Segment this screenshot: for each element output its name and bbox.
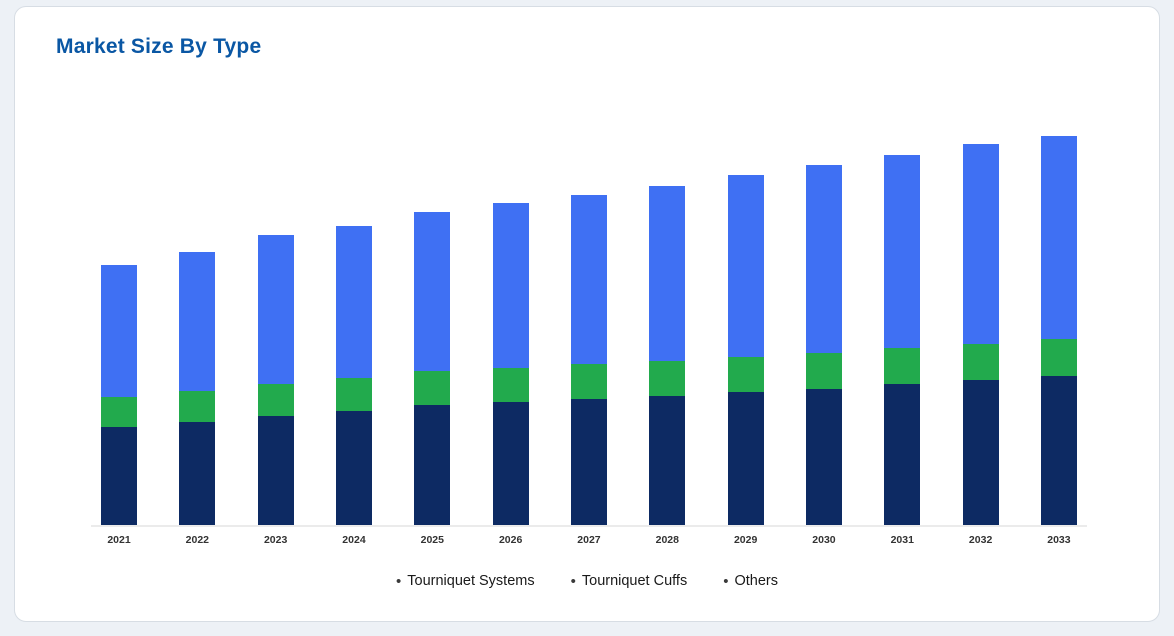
bar-segment-others [805,165,842,353]
bar-segment-others [179,252,216,391]
bar-segment-others [570,195,607,364]
bar-column-2027 [561,136,617,525]
bar-segment-tourniquet-systems [414,405,451,525]
bar-segment-tourniquet-systems [179,422,216,525]
bar-segment-tourniquet-cuffs [101,397,137,427]
bar-column-2028 [639,136,695,525]
bar-segment-others [649,186,686,361]
bar-segment-tourniquet-cuffs [492,368,529,402]
bar-segment-tourniquet-systems [1040,375,1077,525]
bar-segment-tourniquet-systems [570,399,607,525]
bar-segment-tourniquet-systems [962,380,999,525]
chart-title: Market Size By Type [56,35,262,58]
bar-column-2030 [796,136,852,525]
x-axis-tick-label: 2025 [420,534,444,546]
bar-column-2024 [326,136,382,525]
x-axis-tick-label: 2030 [812,534,836,546]
x-axis-tick-label: 2029 [733,534,758,546]
bar-column-2022 [169,136,225,525]
x-axis-labels: 2021 2022 2023 2024 2025 2026 2027 2028 2029 2030… [91,527,1087,546]
bar-segment-tourniquet-systems [805,389,842,525]
x-axis-tick-label: 2022 [185,534,209,546]
bar-segment-tourniquet-cuffs [884,348,921,384]
bar-segment-tourniquet-cuffs [649,361,686,396]
x-axis-tick-label: 2024 [342,534,366,546]
x-axis-tick-label: 2032 [968,534,993,546]
legend-label: Tourniquet Systems [407,573,535,589]
bar-segment-others [414,212,451,371]
bar-segment-others [335,226,372,378]
legend-item-tourniquet-systems[interactable]: • Tourniquet Systems [396,573,535,589]
x-axis-tick-label: 2027 [577,534,601,546]
chart-card: Market Size By Type 2021 2022 2023 2024 2025… [14,6,1160,622]
bar-segment-tourniquet-systems [492,402,529,525]
bar-segment-tourniquet-cuffs [414,371,451,405]
x-axis-tick-label: 2028 [655,534,679,546]
bar-segment-tourniquet-cuffs [257,384,294,416]
legend-marker-icon: • [570,572,576,590]
legend-item-tourniquet-cuffs[interactable]: • Tourniquet Cuffs [571,573,688,589]
bar-segment-tourniquet-cuffs [805,353,842,389]
bar-column-2033 [1031,136,1087,525]
bar-column-2029 [718,136,774,525]
bar-segment-others [884,155,921,348]
bar-segment-tourniquet-systems [884,384,921,525]
x-axis-tick-label: 2021 [107,534,131,546]
bar-segment-tourniquet-cuffs [335,378,372,411]
bar-segment-tourniquet-systems [335,411,372,525]
x-axis-tick-label: 2031 [890,534,914,546]
legend-item-others[interactable]: • Others [723,573,778,589]
bar-segment-tourniquet-systems [649,396,686,525]
bar-segment-others [101,265,137,397]
bar-segment-tourniquet-systems [101,427,137,525]
bar-column-2026 [483,136,539,525]
legend-label: Others [734,573,778,589]
chart-legend: • Tourniquet Systems • Tourniquet Cuffs • Oth… [15,573,1159,589]
bar-segment-tourniquet-systems [727,392,764,525]
legend-marker-icon: • [723,572,729,590]
bar-segment-others [492,203,529,368]
bar-segment-tourniquet-cuffs [570,364,607,399]
stacked-bar-chart: 2021 2022 2023 2024 2025 2026 2027 2028 2029 2030… [91,136,1087,546]
bar-column-2031 [874,136,930,525]
bar-column-2032 [953,136,1009,525]
x-axis-tick-label: 2026 [498,534,523,546]
bar-segment-others [727,175,764,357]
bar-segment-tourniquet-cuffs [727,357,764,392]
bar-column-2025 [404,136,460,525]
bar-segment-others [257,235,294,384]
bar-segment-tourniquet-cuffs [179,391,216,422]
x-axis-tick-label: 2023 [263,534,288,546]
bar-segment-tourniquet-cuffs [962,344,999,380]
legend-marker-icon: • [396,572,402,590]
bar-segment-tourniquet-systems [257,416,294,525]
bar-column-2023 [248,136,304,525]
legend-label: Tourniquet Cuffs [581,573,688,589]
x-axis-tick-label: 2033 [1047,534,1071,546]
bar-segment-others [1040,136,1077,339]
bar-segment-others [962,144,999,344]
bar-segment-tourniquet-cuffs [1040,338,1077,376]
plot-area [91,136,1087,527]
bar-column-2021 [91,136,147,525]
